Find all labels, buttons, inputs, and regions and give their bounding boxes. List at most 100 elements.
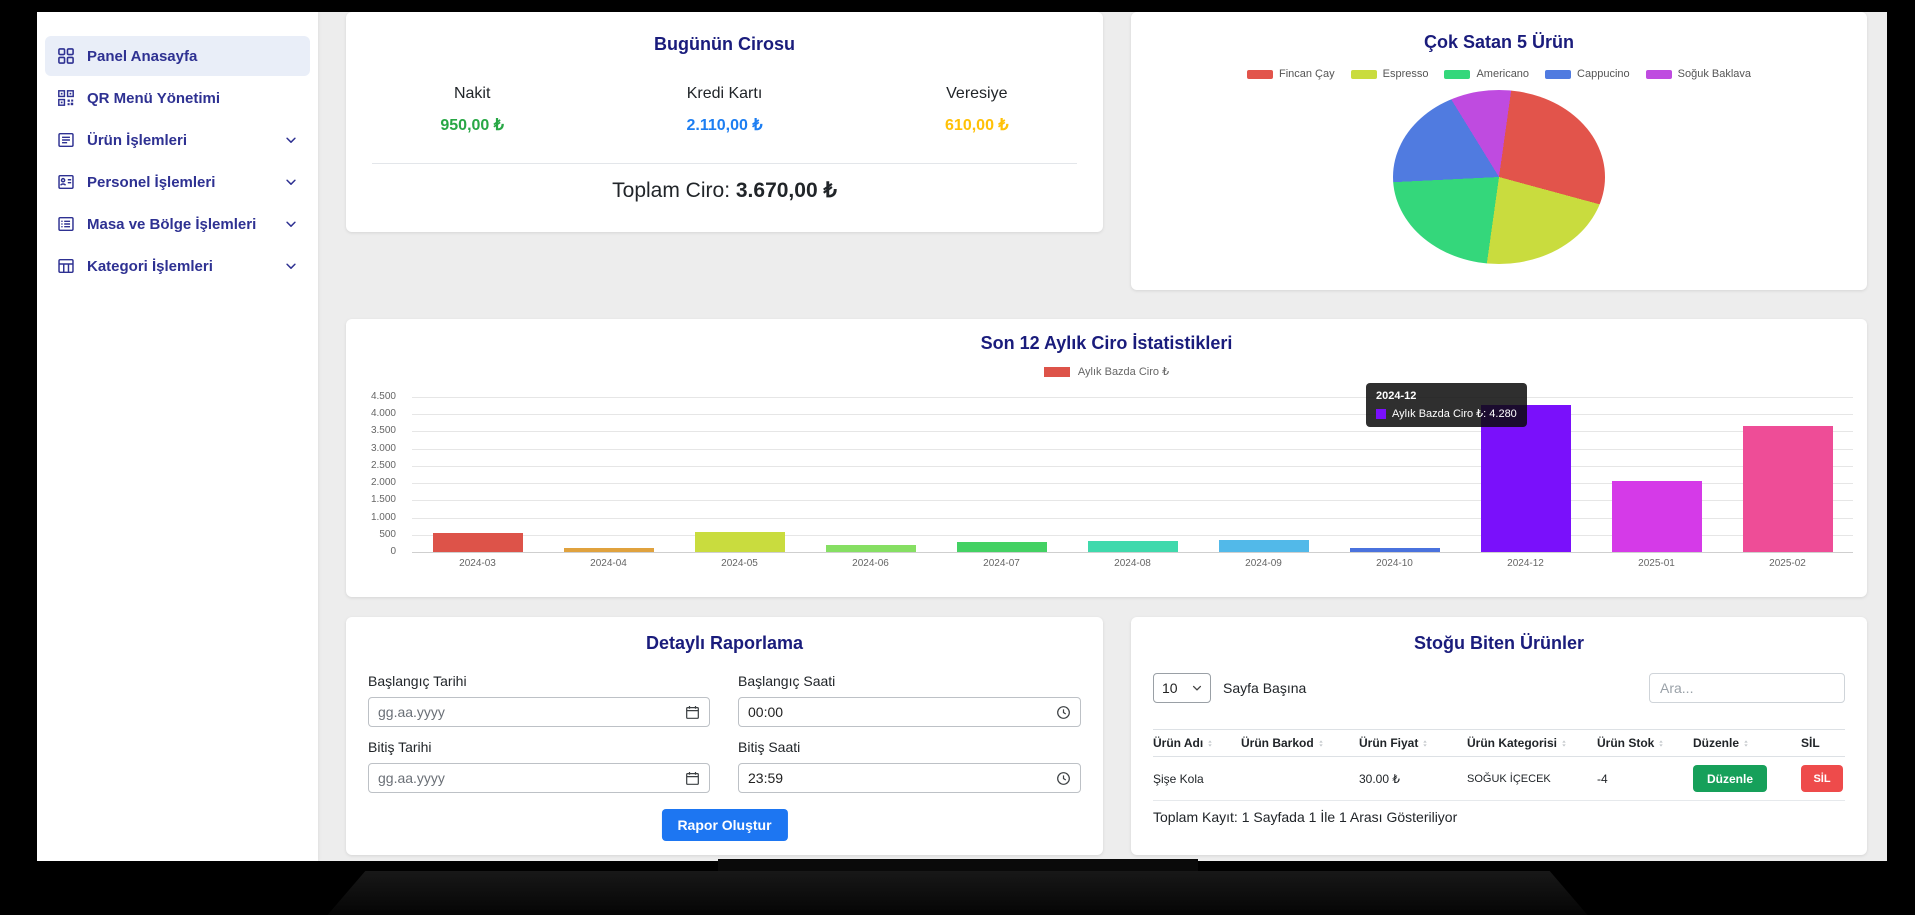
- pie-legend-item[interactable]: Soğuk Baklava: [1645, 68, 1752, 80]
- start-time-input[interactable]: 00:00: [738, 697, 1081, 727]
- header-urun-fiyat[interactable]: Ürün Fiyat: [1359, 736, 1467, 750]
- x-tick-label: 2024-03: [459, 558, 496, 569]
- sidebar-item-qr-menu[interactable]: QR Menü Yönetimi: [45, 78, 310, 118]
- bar-2024-08[interactable]: [1087, 540, 1178, 552]
- pie-legend-label: Soğuk Baklava: [1677, 68, 1752, 80]
- bar-2024-03[interactable]: [432, 533, 523, 552]
- today-value: 950,00 ₺: [440, 117, 504, 134]
- x-tick-label: 2024-06: [852, 558, 889, 569]
- gridline: [412, 414, 1853, 416]
- bar-plot[interactable]: [412, 397, 1853, 553]
- pie-legend-swatch: [1645, 69, 1672, 79]
- pie-legend-item[interactable]: Fincan Çay: [1246, 68, 1335, 80]
- bar-2024-12[interactable]: [1480, 404, 1571, 552]
- sidebar-item-masa-bolge-islemleri[interactable]: Masa ve Bölge İşlemleri: [45, 204, 310, 244]
- pie-legend-item[interactable]: Cappucino: [1545, 68, 1630, 80]
- chevron-down-icon: [286, 221, 296, 227]
- sidebar-item-kategori-islemleri[interactable]: Kategori İşlemleri: [45, 246, 310, 286]
- y-tick-label: 1.500: [370, 494, 396, 506]
- gridline: [412, 465, 1853, 467]
- today-revenue-card: Bugünün Cirosu Nakit 950,00 ₺ Kredi Kart…: [346, 12, 1103, 232]
- sort-icon: [1659, 739, 1664, 747]
- cell-product-stock: -4: [1597, 771, 1608, 786]
- header-sil[interactable]: SİL: [1801, 736, 1845, 750]
- sort-icon: [1208, 739, 1212, 747]
- pie-legend-swatch: [1246, 69, 1273, 79]
- bar-2025-01[interactable]: [1611, 481, 1702, 552]
- clock-icon: [1057, 705, 1070, 719]
- end-time-label: Bitiş Saati: [738, 739, 801, 755]
- start-time-label: Başlangıç Saati: [738, 673, 836, 689]
- pie-chart[interactable]: [1393, 90, 1605, 264]
- edit-button[interactable]: Düzenle: [1693, 765, 1767, 792]
- header-urun-kategorisi[interactable]: Ürün Kategorisi: [1467, 736, 1597, 750]
- tooltip-title: 2024-12: [1376, 390, 1417, 402]
- bar-x-axis: 2024-03 2024-04 2024-05 2024-06 2024-07 2024-…: [412, 558, 1853, 574]
- staff-icon: [58, 174, 74, 190]
- monthly-revenue-card: Son 12 Aylık Ciro İstatistikleri Aylık B…: [346, 319, 1867, 597]
- monitor-stand-neck: [717, 859, 1198, 873]
- out-of-stock-card: Stoğu Biten Ürünler 10 Sayfa Başına Ürün…: [1131, 617, 1867, 855]
- x-tick-label: 2024-05: [721, 558, 758, 569]
- bar-2024-07[interactable]: [956, 542, 1047, 552]
- total-revenue-label: Toplam Ciro:: [612, 179, 731, 202]
- start-date-input[interactable]: gg.aa.yyyy: [368, 697, 710, 727]
- bar-legend[interactable]: Aylık Bazda Ciro ₺: [346, 365, 1867, 378]
- y-tick-label: 1.000: [370, 511, 396, 523]
- bar-2024-06[interactable]: [825, 545, 916, 552]
- header-urun-barkod[interactable]: Ürün Barkod: [1241, 736, 1359, 750]
- chevron-down-icon: [286, 179, 296, 185]
- gridline: [412, 483, 1853, 485]
- revenue-column-credit: Veresiye 610,00 ₺: [851, 85, 1103, 135]
- pie-legend-item[interactable]: Espresso: [1350, 68, 1429, 80]
- top-products-card: Çok Satan 5 Ürün Fincan Çay Espresso Ameri…: [1131, 12, 1867, 290]
- bar-2024-10[interactable]: [1349, 547, 1440, 552]
- sidebar-item-urun-islemleri[interactable]: Ürün İşlemleri: [45, 120, 310, 160]
- pie-legend-swatch: [1350, 69, 1377, 79]
- x-tick-label: 2024-08: [1114, 558, 1151, 569]
- header-urun-adi[interactable]: Ürün Adı: [1153, 736, 1241, 750]
- pie-legend-label: Espresso: [1382, 68, 1429, 80]
- bar-legend-label: Aylık Bazda Ciro ₺: [1077, 366, 1170, 378]
- app-screen: Panel Anasayfa QR Menü Yönetimi: [37, 12, 1887, 861]
- sidebar-item-panel-anasayfa[interactable]: Panel Anasayfa: [45, 36, 310, 76]
- sidebar-item-label: Ürün İşlemleri: [87, 131, 188, 149]
- x-tick-label: 2025-01: [1638, 558, 1675, 569]
- search-input[interactable]: [1649, 673, 1845, 703]
- gridline: [412, 500, 1853, 502]
- x-tick-label: 2024-10: [1376, 558, 1413, 569]
- bar-2024-09[interactable]: [1218, 539, 1309, 552]
- header-label: Ürün Barkod: [1241, 736, 1314, 750]
- bar-2024-04[interactable]: [563, 547, 654, 552]
- y-tick-label: 4.000: [370, 408, 396, 420]
- table-row: Şişe Kola 30.00 ₺ SOĞUK İÇECEK -4 Düzenl…: [1153, 757, 1845, 801]
- tables-icon: [58, 216, 74, 232]
- header-duzenle[interactable]: Düzenle: [1693, 736, 1801, 750]
- y-tick-label: 3.500: [370, 425, 396, 437]
- sidebar-item-personel-islemleri[interactable]: Personel İşlemleri: [45, 162, 310, 202]
- chevron-down-icon: [1192, 685, 1202, 691]
- cell-product-price: 30.00 ₺: [1359, 771, 1400, 786]
- header-urun-stok[interactable]: Ürün Stok: [1597, 736, 1693, 750]
- end-time-input[interactable]: 23:59: [738, 763, 1081, 793]
- header-label: Ürün Kategorisi: [1467, 736, 1558, 750]
- page-size-label: Sayfa Başına: [1223, 680, 1307, 696]
- bar-2024-05[interactable]: [694, 532, 785, 552]
- monitor-stand: [327, 871, 1588, 915]
- bar-2025-02[interactable]: [1742, 426, 1833, 552]
- report-create-button[interactable]: Rapor Oluştur: [661, 809, 788, 841]
- stock-table-header: Ürün Adı Ürün Barkod Ürün Fiyat Ürün Kat…: [1153, 729, 1845, 757]
- today-value: 2.110,00 ₺: [686, 117, 763, 134]
- page-size-select[interactable]: 10: [1153, 673, 1211, 703]
- cell-product-name: Şişe Kola: [1153, 771, 1204, 786]
- pie-legend-label: Fincan Çay: [1278, 68, 1335, 80]
- monthly-revenue-title: Son 12 Aylık Ciro İstatistikleri: [980, 333, 1233, 353]
- delete-button[interactable]: SİL: [1801, 765, 1843, 792]
- gridline: [412, 517, 1853, 519]
- today-revenue-columns: Nakit 950,00 ₺ Kredi Kartı 2.110,00 ₺ Ve…: [346, 85, 1103, 135]
- end-date-value: gg.aa.yyyy: [378, 770, 445, 786]
- categories-icon: [58, 258, 74, 274]
- revenue-label: Kredi Kartı: [686, 85, 763, 102]
- pie-legend-item[interactable]: Americano: [1444, 68, 1529, 80]
- end-date-input[interactable]: gg.aa.yyyy: [368, 763, 710, 793]
